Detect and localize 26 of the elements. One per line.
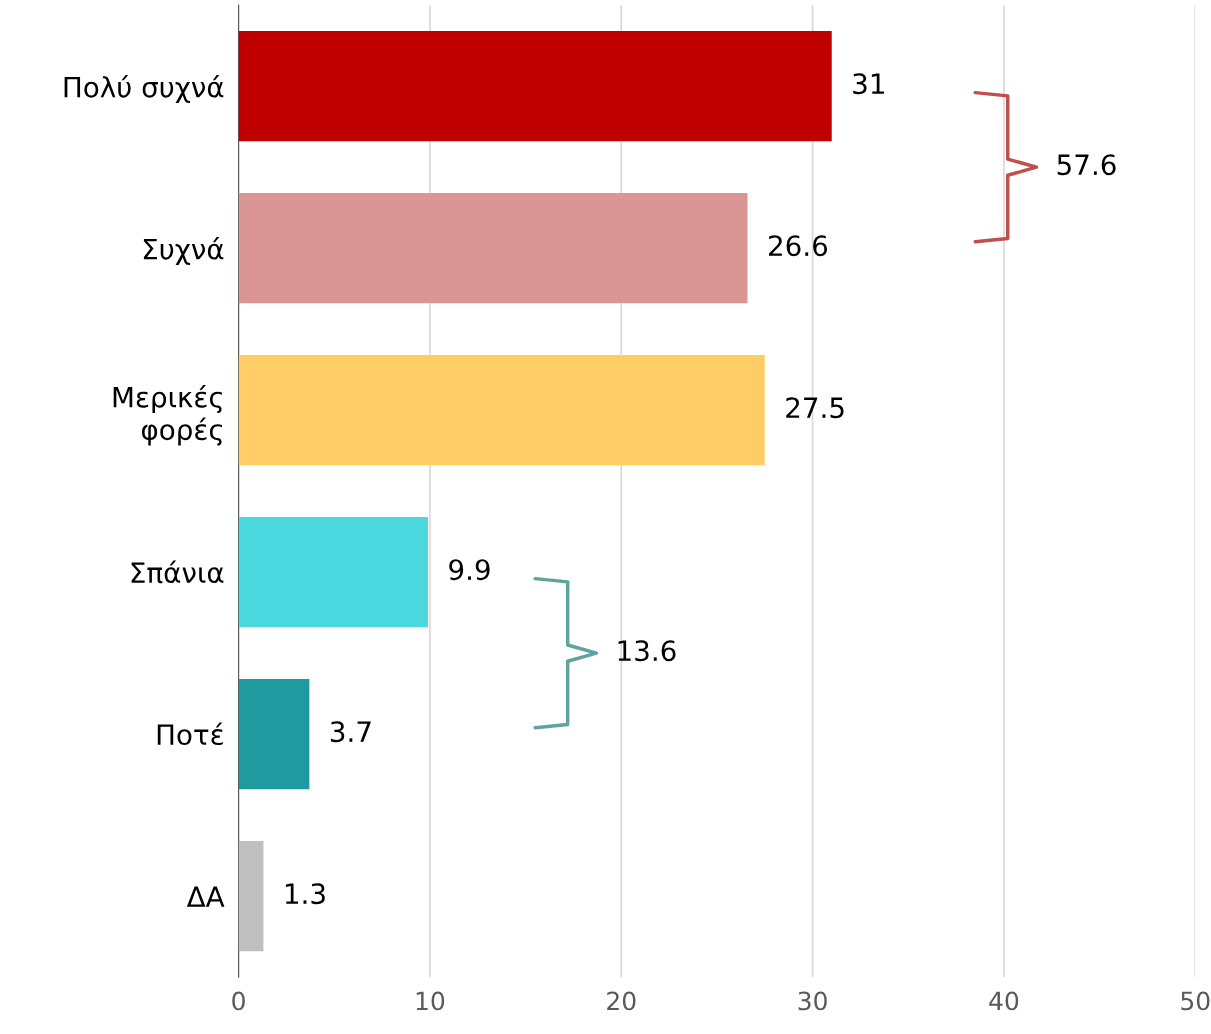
x-tick-label: 40 <box>989 991 1019 1011</box>
y-tick-label: Πολύ συχνά <box>64 75 224 104</box>
data-label: 26.6 <box>769 235 828 257</box>
data-label: 1.3 <box>285 883 325 905</box>
x-tick-label: 50 <box>1181 991 1210 1011</box>
y-tick-label: Συχνά <box>143 237 224 266</box>
x-tick-label: 20 <box>607 991 636 1011</box>
x-tick-label: 30 <box>798 991 827 1011</box>
data-label: 9.9 <box>449 559 490 581</box>
y-tick-label: Σπάνια <box>131 560 224 584</box>
bar <box>238 355 765 466</box>
y-tick-label: ΔΑ <box>186 886 225 907</box>
data-label: 31 <box>853 73 884 95</box>
x-tick-label: 0 <box>232 991 245 1011</box>
data-label: 27.5 <box>786 397 844 419</box>
data-label: 3.7 <box>330 721 371 743</box>
bar <box>238 679 310 790</box>
bar <box>238 841 264 952</box>
annotation: 13.6 <box>618 640 676 662</box>
y-tick-label: Ποτέ <box>157 722 223 746</box>
y-tick-label: Μερικές φορές <box>113 385 222 446</box>
bar <box>238 31 832 142</box>
bar <box>238 193 748 304</box>
x-tick-label: 10 <box>416 991 445 1011</box>
annotation: 57.6 <box>1057 154 1116 176</box>
bar <box>238 517 428 628</box>
